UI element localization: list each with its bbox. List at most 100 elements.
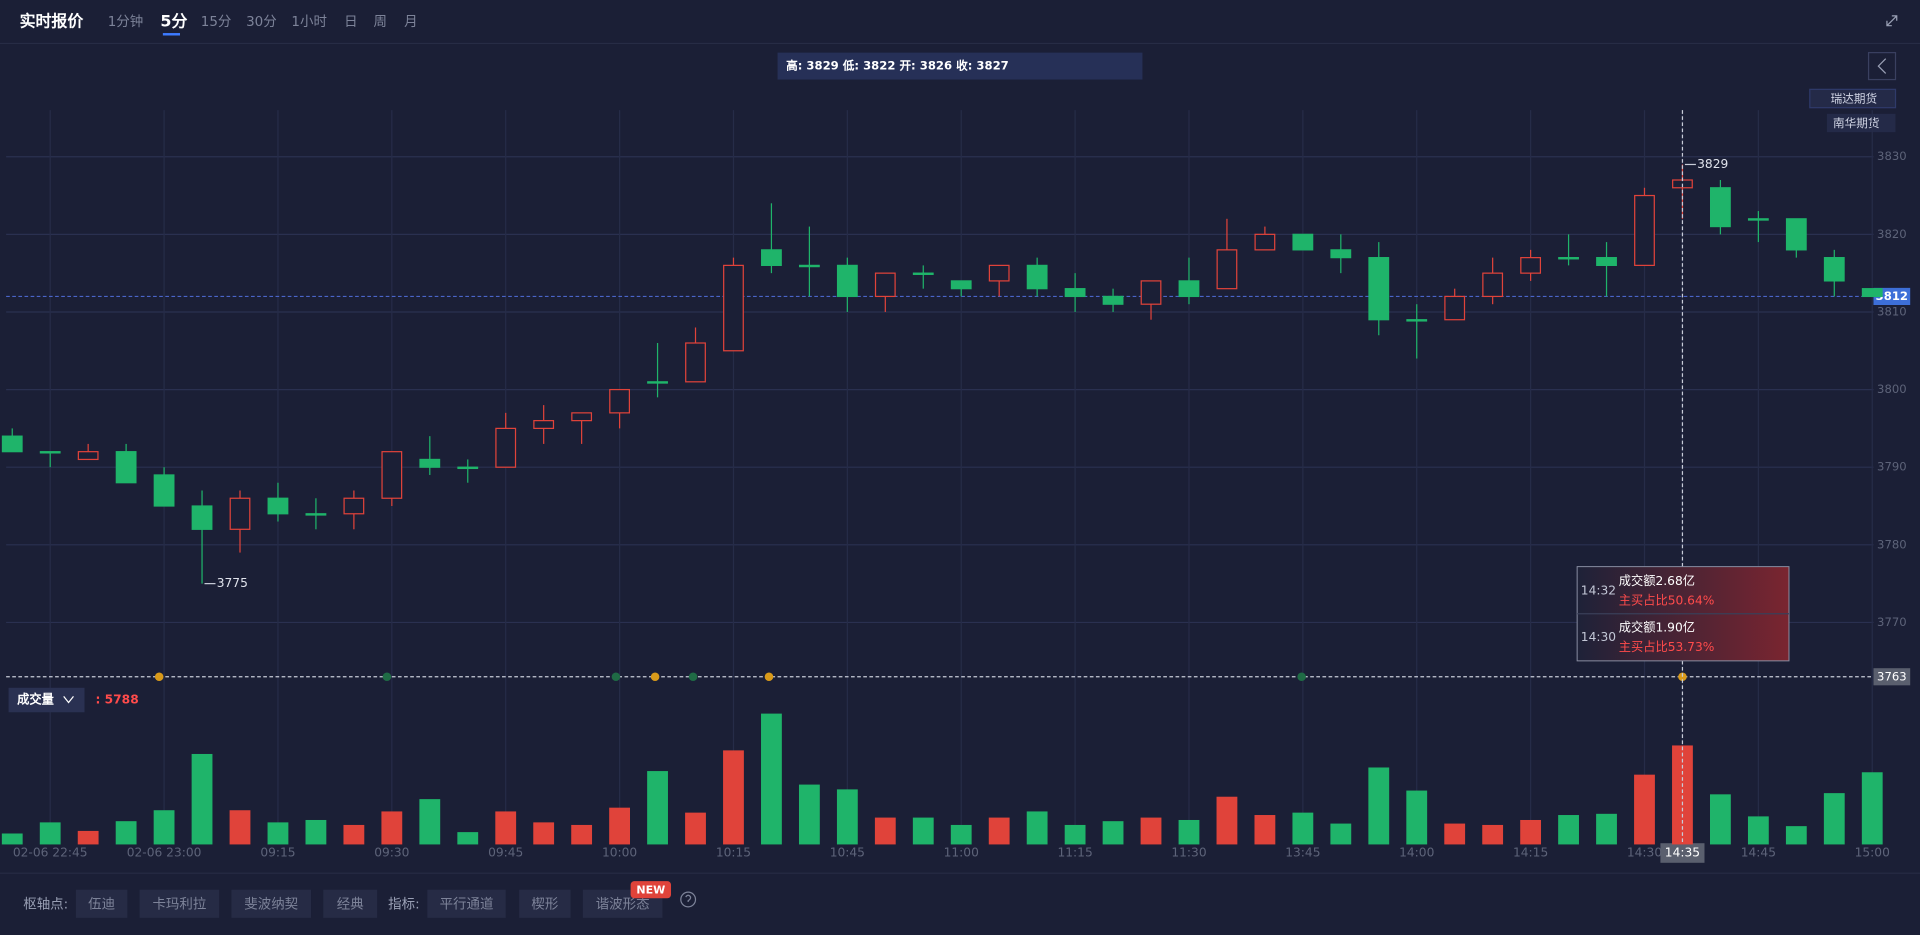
event-marker[interactable] xyxy=(1297,672,1306,682)
candle-body xyxy=(267,497,289,515)
broker-name: 瑞达期货 xyxy=(1831,92,1877,106)
volume-bar xyxy=(153,810,175,845)
x-tick-label: 11:30 xyxy=(1171,846,1206,860)
high-mark-label: 3829 xyxy=(1697,157,1728,171)
pivot-option: 卡玛利拉 xyxy=(152,896,206,912)
collapse-icon[interactable] xyxy=(1886,15,1898,27)
candle-body xyxy=(1444,295,1466,321)
volume-bar xyxy=(1178,819,1200,845)
volume-bar xyxy=(1558,815,1579,845)
candle-body xyxy=(874,272,896,298)
help-mark xyxy=(685,894,692,902)
volume-bar xyxy=(77,830,99,845)
period-tab[interactable]: 1小时 xyxy=(291,14,326,30)
indicator-button[interactable] xyxy=(427,889,506,918)
x-tick-label: 10:15 xyxy=(716,846,751,860)
period-tab[interactable]: 15分 xyxy=(201,14,232,30)
panel-toggle[interactable] xyxy=(1867,52,1897,81)
indicator-button[interactable] xyxy=(519,889,571,918)
pivot-button[interactable] xyxy=(231,889,312,918)
volume-bar xyxy=(533,822,555,845)
broker-tag[interactable] xyxy=(1809,88,1897,109)
pivot-button[interactable] xyxy=(139,889,220,918)
x-tick-label: 14:35 xyxy=(1665,846,1700,860)
pivot-button[interactable] xyxy=(75,889,128,918)
y-tick-label: 3790 xyxy=(1877,460,1907,474)
period-tab[interactable]: 月 xyxy=(404,15,417,30)
candle-body xyxy=(1634,194,1655,266)
y-tick-label: 3780 xyxy=(1877,537,1907,551)
volume-bar xyxy=(988,817,1010,845)
volume-bar xyxy=(1785,826,1807,845)
volume-bar xyxy=(305,819,327,845)
volume-bar xyxy=(191,753,213,845)
dropdown-icon xyxy=(63,695,74,704)
candle-body xyxy=(761,249,782,266)
volume-bar xyxy=(1292,812,1314,845)
x-tick-label: 11:15 xyxy=(1057,846,1092,860)
new-badge-text: NEW xyxy=(636,883,665,896)
event-marker[interactable] xyxy=(611,672,621,682)
volume-bar xyxy=(1330,823,1352,845)
x-tick-label: 09:45 xyxy=(488,846,523,860)
low-mark-label: 3775 xyxy=(217,576,248,590)
volume-bar xyxy=(1026,811,1048,845)
candle-body xyxy=(1216,249,1238,290)
period-tab[interactable]: 1分钟 xyxy=(108,13,143,30)
volume-selector[interactable] xyxy=(8,687,85,713)
candle-body xyxy=(1558,257,1579,260)
x-highlight xyxy=(1660,843,1705,863)
candle-body xyxy=(153,474,175,507)
candle-body xyxy=(1520,257,1542,274)
candle-body xyxy=(647,381,668,384)
volume-bar xyxy=(1634,774,1655,845)
new-badge xyxy=(630,881,672,899)
volume-bar xyxy=(571,824,593,845)
volume-bar xyxy=(39,822,61,845)
help-icon[interactable] xyxy=(680,891,697,908)
volume-bar xyxy=(267,822,289,845)
candle-body xyxy=(723,264,744,352)
period-tabs: 1分钟 5分 15分 30分 1小时 日 周 月 xyxy=(108,12,418,36)
pivot-label: 枢轴点: xyxy=(23,896,68,912)
volume-bar xyxy=(609,807,630,845)
current-price-label: 3812 xyxy=(1876,289,1908,303)
volume-bar xyxy=(1823,793,1845,845)
x-tick-label: 13:45 xyxy=(1285,846,1320,860)
event-marker[interactable] xyxy=(382,672,392,682)
candle-body xyxy=(381,451,403,499)
candle-body xyxy=(77,451,99,461)
candle-body xyxy=(229,497,251,530)
pivot-option: 经典 xyxy=(337,896,364,912)
y-tick-label: 3770 xyxy=(1877,615,1907,629)
x-tick-label: 02-06 23:00 xyxy=(127,846,202,860)
candle-body xyxy=(1823,257,1845,282)
candle-body xyxy=(343,497,365,515)
candle-body xyxy=(191,505,213,530)
period-tab[interactable]: 5分 xyxy=(160,12,187,31)
broker-tag[interactable] xyxy=(1826,113,1896,133)
candle-body xyxy=(1254,233,1276,251)
volume-bar xyxy=(381,811,403,845)
candle-body xyxy=(1368,257,1390,321)
volume-bar xyxy=(723,750,744,845)
x-tick-label: 02-06 22:45 xyxy=(13,846,88,860)
candle-body xyxy=(1710,187,1731,228)
event-marker[interactable] xyxy=(764,672,774,682)
period-tab[interactable]: 周 xyxy=(373,15,386,30)
period-tab[interactable]: 日 xyxy=(344,15,357,30)
info-box xyxy=(777,52,1143,80)
x-tick-label: 14:30 xyxy=(1627,846,1662,860)
event-marker[interactable] xyxy=(154,672,164,682)
event-marker[interactable] xyxy=(688,672,698,682)
pivot-button[interactable] xyxy=(323,889,378,918)
event-marker[interactable] xyxy=(650,672,660,682)
volume-bar xyxy=(1861,772,1883,845)
x-tick-label: 09:15 xyxy=(260,846,295,860)
volume-bar xyxy=(1747,816,1769,845)
period-tab[interactable]: 30分 xyxy=(246,14,277,30)
candle-body xyxy=(1,435,23,453)
volume-bar xyxy=(647,771,668,845)
x-tick-label: 11:00 xyxy=(944,846,979,860)
